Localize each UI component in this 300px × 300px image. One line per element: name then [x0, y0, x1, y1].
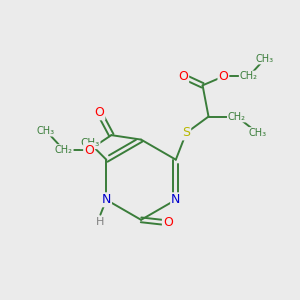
Text: CH₃: CH₃: [37, 126, 55, 136]
Text: O: O: [218, 70, 228, 83]
Text: CH₂: CH₂: [228, 112, 246, 122]
Text: H: H: [96, 217, 105, 227]
Text: CH₃: CH₃: [248, 128, 267, 138]
Text: CH₃: CH₃: [256, 54, 274, 64]
Text: CH₃: CH₃: [80, 138, 100, 148]
Text: O: O: [94, 106, 104, 119]
Text: CH₂: CH₂: [55, 145, 73, 155]
Text: N: N: [171, 193, 181, 206]
Text: O: O: [178, 70, 188, 83]
Text: S: S: [182, 126, 190, 140]
Text: N: N: [102, 193, 111, 206]
Text: O: O: [163, 216, 173, 229]
Text: O: O: [84, 143, 94, 157]
Text: CH₂: CH₂: [240, 71, 258, 81]
